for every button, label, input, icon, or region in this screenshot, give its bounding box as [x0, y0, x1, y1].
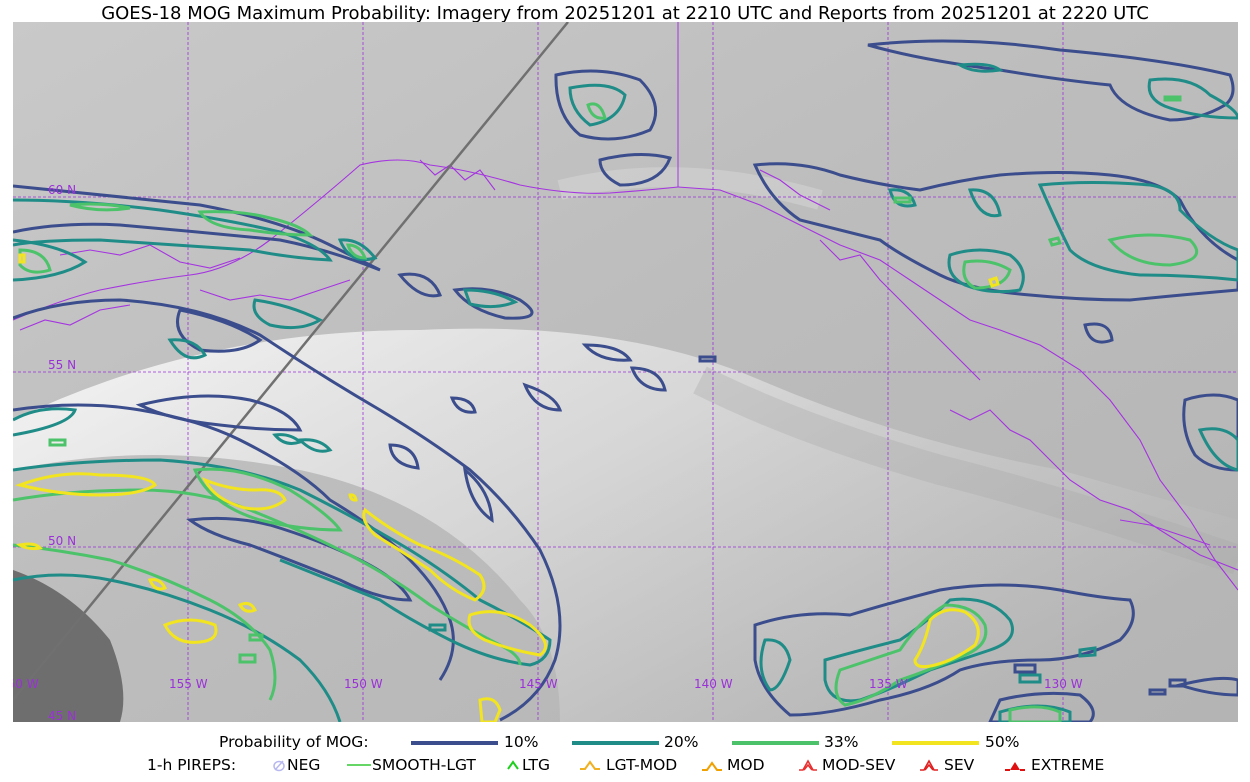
satellite-map: 60 N 55 N 50 N 45 N 160 W 155 W 150 W 145 W 140 …	[13, 22, 1238, 722]
coastline	[13, 159, 1238, 591]
pirep-label-neg: NEG	[287, 756, 321, 774]
pirep-label-lgt-mod: LGT-MOD	[606, 756, 678, 774]
satellite-track	[13, 22, 569, 701]
legend-label-20: 20%	[664, 733, 699, 751]
probability-legend: Probability of MOG: 10% 20% 33% 50%	[0, 733, 1250, 753]
pirep-label-extreme: EXTREME	[1031, 756, 1105, 774]
latitude-label: 55 N	[48, 358, 76, 372]
latitude-label: 60 N	[48, 183, 76, 197]
legend-line-33	[732, 741, 819, 745]
legend-label-33: 33%	[824, 733, 859, 751]
longitude-label: 160 W	[13, 677, 39, 691]
mod-icon	[702, 761, 722, 771]
pirep-label-smooth-lgt: SMOOTH-LGT	[372, 756, 476, 774]
extreme-icon	[1005, 762, 1025, 771]
legend-line-50	[892, 741, 979, 745]
map-labels: 60 N 55 N 50 N 45 N 160 W 155 W 150 W 145 W 140 …	[13, 183, 1083, 722]
legend-line-20	[572, 741, 659, 745]
longitude-label: 130 W	[1044, 677, 1083, 691]
smooth-lgt-icon	[347, 764, 371, 766]
ltg-icon	[507, 760, 519, 770]
longitude-label: 155 W	[169, 677, 208, 691]
longitude-label: 140 W	[694, 677, 733, 691]
pireps-legend-title: 1-h PIREPS:	[147, 756, 237, 774]
map-title: GOES-18 MOG Maximum Probability: Imagery…	[101, 3, 1149, 24]
latitude-label: 50 N	[48, 534, 76, 548]
longitude-label: 135 W	[869, 677, 908, 691]
probability-legend-title: Probability of MOG:	[219, 733, 369, 751]
pirep-label-mod-sev: MOD-SEV	[822, 756, 896, 774]
mog-contour-20	[13, 62, 1238, 722]
longitude-label: 150 W	[344, 677, 383, 691]
sev-icon	[920, 759, 938, 771]
pirep-label-mod: MOD	[727, 756, 765, 774]
mog-contour-50	[14, 253, 1000, 722]
legend-line-10	[411, 741, 498, 745]
graticule	[13, 22, 1238, 722]
mod-sev-icon	[799, 759, 817, 771]
mog-contour-10	[13, 39, 1238, 722]
pirep-label-ltg: LTG	[522, 756, 550, 774]
pirep-label-sev: SEV	[944, 756, 975, 774]
legend-label-50: 50%	[985, 733, 1020, 751]
pireps-legend: 1-h PIREPS: NEG SMOOTH-LGT LTG LGT-MOD M…	[0, 756, 1250, 776]
latitude-label: 45 N	[48, 709, 76, 722]
longitude-label: 145 W	[519, 677, 558, 691]
neg-icon	[273, 760, 285, 772]
legend-label-10: 10%	[504, 733, 539, 751]
lgt-mod-icon	[580, 760, 600, 770]
